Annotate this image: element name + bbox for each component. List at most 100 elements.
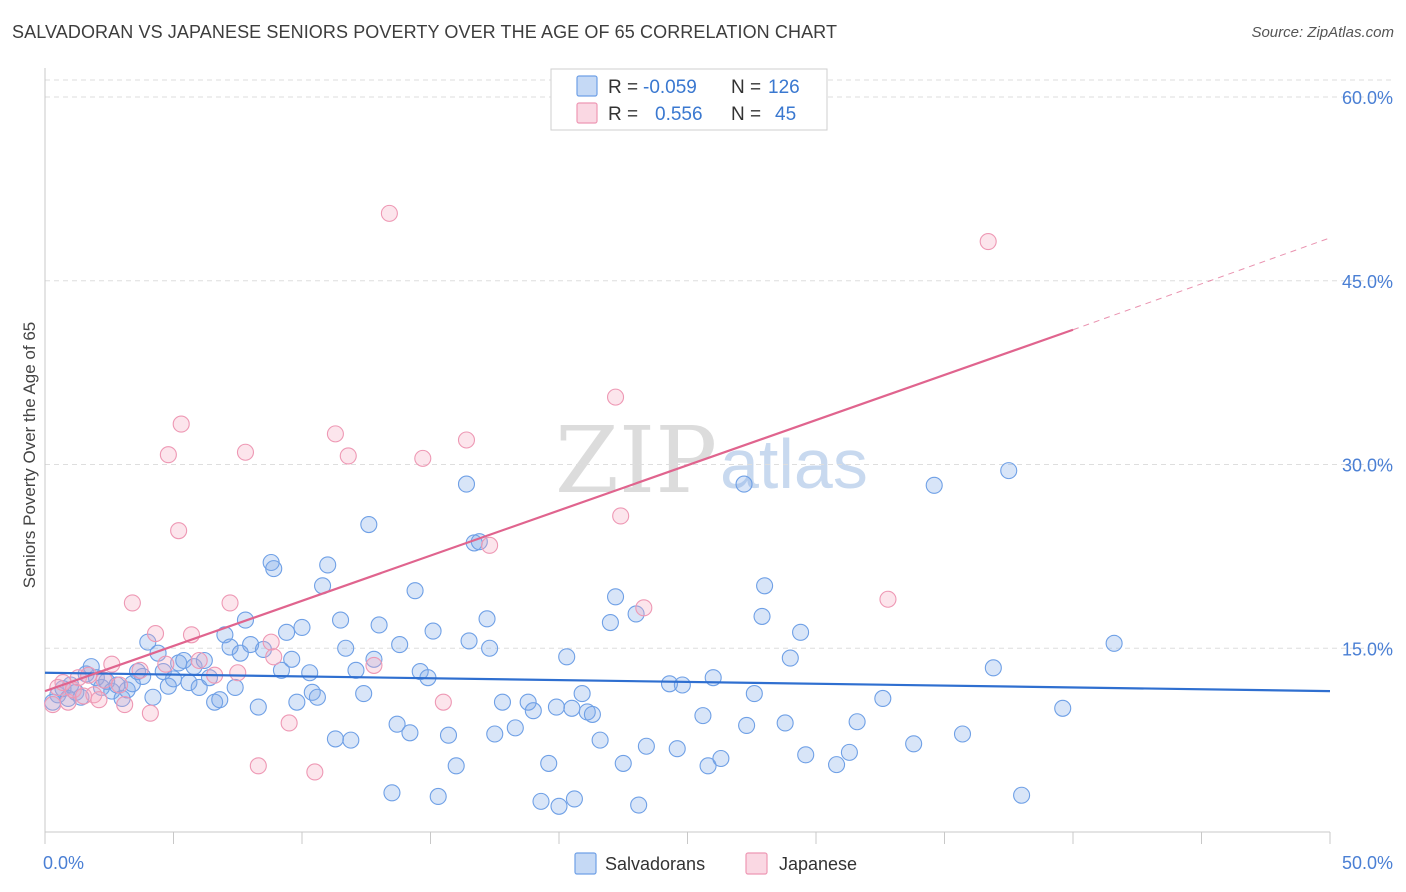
japanese-point-45	[979, 233, 997, 251]
stats-r-label-1: R =	[608, 77, 638, 98]
y-tick-label-1: 30.0%	[1342, 456, 1393, 476]
salvadoran-point-59	[355, 685, 373, 703]
japanese-point-17	[146, 624, 165, 643]
stats-r-value-1: -0.059	[643, 77, 697, 98]
legend-swatch-japanese	[745, 852, 768, 875]
salvadoran-point-43	[265, 560, 283, 578]
salvadoran-point-112	[781, 649, 799, 667]
japanese-point-31	[280, 714, 298, 732]
salvadoran-point-95	[614, 754, 632, 772]
salvadoran-point-71	[429, 787, 447, 806]
salvadoran-point-30	[195, 651, 213, 670]
japanese-point-38	[434, 693, 452, 711]
salvadoran-point-48	[293, 618, 311, 636]
salvadoran-point-99	[660, 675, 679, 693]
japanese-point-10	[95, 671, 113, 689]
salvadoran-point-85	[540, 754, 558, 772]
salvadoran-point-92	[591, 731, 609, 749]
salvadoran-point-67	[406, 582, 424, 600]
stats-r-label-2: R =	[608, 104, 638, 125]
salvadoran-point-70	[424, 622, 442, 640]
salvadoran-point-74	[457, 475, 476, 493]
japanese-point-8	[85, 686, 103, 704]
stats-n-value-1: 126	[768, 77, 800, 98]
salvadoran-point-45	[278, 623, 296, 641]
japanese-point-29	[262, 633, 280, 651]
japanese-point-13	[116, 696, 134, 714]
salvadoran-point-40	[249, 698, 267, 716]
salvadoran-point-61	[365, 650, 383, 668]
japanese-point-16	[141, 704, 159, 722]
salvadoran-point-115	[828, 756, 846, 774]
japanese-point-26	[229, 664, 247, 682]
salvadoran-point-47	[288, 693, 306, 711]
salvadoran-point-101	[673, 676, 691, 694]
salvadoran-point-44	[272, 661, 290, 679]
y-tick-label-2: 45.0%	[1342, 272, 1393, 292]
salvadoran-point-84	[532, 792, 550, 810]
salvadoran-point-110	[756, 577, 774, 595]
salvadoran-point-50	[303, 683, 321, 701]
japanese-point-19	[159, 446, 177, 464]
salvadoran-point-113	[792, 623, 810, 641]
stats-n-label-2: N =	[731, 104, 761, 125]
salvadoran-point-81	[506, 719, 524, 737]
salvadoran-point-33	[211, 691, 229, 709]
salvadoran-point-62	[370, 616, 388, 634]
legend-swatch-salvadorans	[574, 852, 597, 875]
salvadoran-point-98	[637, 737, 655, 755]
salvadoran-point-26	[175, 651, 193, 670]
salvadoran-point-60	[360, 515, 378, 534]
japanese-point-39	[457, 431, 476, 449]
salvadoran-point-97	[630, 796, 648, 814]
stats-r-value-2: 0.556	[655, 104, 703, 125]
salvadoran-point-87	[558, 648, 576, 666]
salvadoran-point-89	[573, 685, 591, 703]
legend-label-japanese: Japanese	[779, 854, 857, 874]
salvadoran-point-106	[735, 475, 753, 493]
salvadoran-point-73	[447, 757, 465, 775]
stats-swatch-japanese	[576, 102, 598, 124]
japanese-point-44	[879, 590, 897, 608]
japanese-point-41	[606, 388, 625, 406]
salvadoran-point-125	[1054, 699, 1072, 717]
salvadoran-point-86	[550, 797, 568, 815]
salvadoran-point-56	[337, 639, 355, 657]
watermark-zip: ZIP	[555, 407, 717, 514]
salvadoran-point-57	[342, 731, 360, 749]
salvadoran-point-114	[797, 746, 815, 764]
salvadoran-point-58	[347, 661, 365, 679]
salvadoran-point-126	[1105, 634, 1123, 652]
salvadoran-point-49	[301, 664, 319, 682]
watermark: ZIP atlas	[555, 407, 868, 514]
salvadoran-point-108	[745, 685, 763, 703]
salvadoran-point-65	[391, 636, 409, 654]
salvadoran-point-116	[840, 743, 858, 761]
salvadoran-point-111	[776, 714, 794, 732]
japanese-point-42	[612, 507, 630, 525]
salvadoran-point-122	[984, 659, 1002, 677]
salvadorans-points	[44, 462, 1123, 815]
salvadoran-point-127	[565, 790, 583, 808]
salvadoran-point-72	[439, 726, 458, 744]
legend: Salvadorans Japanese	[574, 852, 857, 875]
japanese-point-30	[265, 648, 283, 666]
salvadoran-point-129	[547, 698, 565, 716]
salvadoran-point-117	[848, 713, 866, 731]
salvadoran-point-78	[481, 639, 499, 657]
japanese-point-32	[306, 763, 324, 781]
salvadoran-point-83	[524, 702, 542, 720]
salvadoran-point-24	[164, 670, 183, 688]
japanese-point-34	[339, 447, 357, 465]
salvadoran-point-107	[738, 716, 756, 734]
salvadoran-point-103	[699, 757, 717, 775]
japanese-point-12	[110, 676, 129, 694]
japanese-point-25	[221, 594, 239, 612]
salvadoran-point-93	[601, 613, 619, 632]
salvadoran-point-20	[144, 688, 162, 706]
salvadoran-point-46	[283, 650, 301, 668]
salvadoran-point-91	[583, 705, 601, 723]
japanese-point-33	[326, 425, 344, 443]
grid-lines	[45, 79, 1392, 649]
